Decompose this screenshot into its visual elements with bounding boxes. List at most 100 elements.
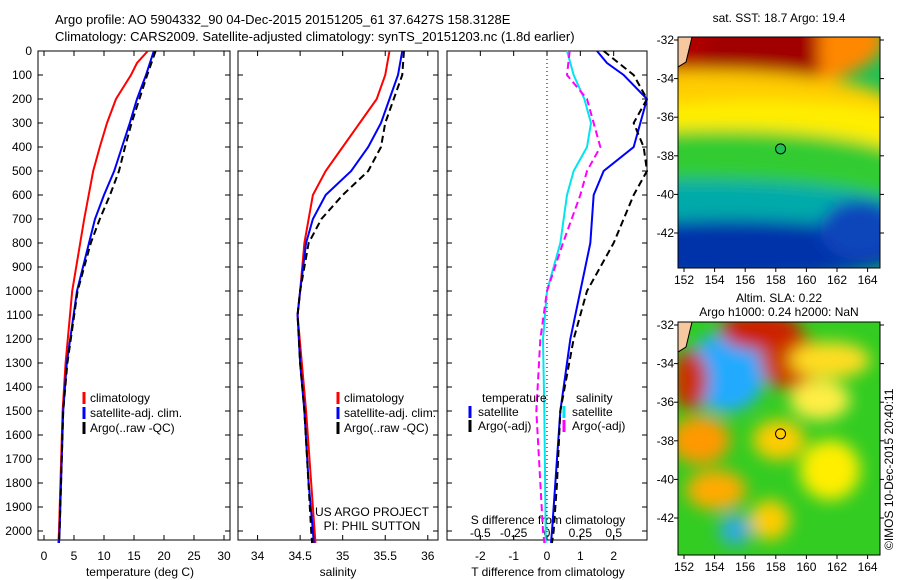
depth-tick-label: 1600 (5, 428, 32, 442)
x-tick-label: 20 (157, 549, 171, 563)
s-tick-label: -0.25 (500, 526, 528, 540)
s-tick-label: 0.5 (605, 526, 622, 540)
tdiff-xlabel: T difference from climatology (471, 565, 625, 579)
legend-group-title: salinity (576, 391, 613, 405)
lat-tick-label: -42 (657, 226, 675, 240)
lon-tick-label: 158 (766, 560, 786, 574)
credit: ©IMOS 10-Dec-2015 20:40:11 (882, 388, 896, 550)
lon-tick-label: 156 (735, 273, 755, 287)
legend-label: Argo(..raw -QC) (344, 421, 429, 435)
x-tick-label: 35.5 (374, 549, 398, 563)
lon-tick-label: 160 (796, 560, 816, 574)
x-tick-label: 25 (187, 549, 201, 563)
lon-tick-label: 160 (796, 273, 816, 287)
map-color-region (790, 380, 850, 420)
lat-tick-label: -32 (657, 33, 675, 47)
depth-tick-label: 0 (25, 44, 32, 58)
project-annotation: US ARGO PROJECT (315, 505, 430, 519)
x-tick-label: 34 (251, 549, 265, 563)
series-satellite-adj-clim- (296, 50, 404, 544)
depth-tick-label: 800 (12, 236, 32, 250)
legend-label: Argo(-adj) (572, 419, 625, 433)
lon-tick-label: 154 (705, 560, 725, 574)
map-blobs (678, 322, 870, 546)
x-tick-label: 2 (610, 549, 617, 563)
lat-tick-label: -34 (657, 357, 675, 371)
map-color-region (750, 500, 790, 540)
legend-label: Argo(..raw -QC) (90, 421, 175, 435)
legend-label: satellite (478, 405, 519, 419)
x-tick-label: 0 (544, 549, 551, 563)
map-color-region (678, 416, 730, 464)
depth-tick-label: 500 (12, 164, 32, 178)
depth-tick-label: 300 (12, 116, 32, 130)
lat-tick-label: -34 (657, 72, 675, 86)
depth-tick-label: 1500 (5, 404, 32, 418)
depth-tick-label: 1800 (5, 476, 32, 490)
lon-tick-label: 164 (858, 560, 878, 574)
depth-tick-label: 1100 (6, 308, 32, 322)
lat-tick-label: -36 (657, 110, 675, 124)
depth-tick-label: 200 (12, 92, 32, 106)
series-climatology (296, 50, 391, 544)
series-salinity-satellite (541, 50, 593, 543)
lon-tick-label: 162 (827, 560, 847, 574)
legend-label: satellite-adj. clim. (344, 406, 436, 420)
series-salinity-argo-adj- (535, 50, 602, 544)
lon-tick-label: 156 (735, 560, 755, 574)
lat-tick-label: -32 (657, 318, 675, 332)
argo-location-marker (775, 143, 787, 155)
map-1-field (678, 322, 880, 555)
map-color-region (686, 470, 746, 510)
map-color-region (800, 440, 860, 500)
title-line-2: Climatology: CARS2009. Satellite-adjuste… (55, 29, 575, 44)
x-tick-label: 34.5 (288, 549, 312, 563)
depth-tick-label: 700 (12, 212, 32, 226)
map-color-region (719, 514, 751, 546)
x-tick-label: 35 (336, 549, 350, 563)
legend-label: Argo(-adj) (478, 419, 531, 433)
s-tick-label: 0 (544, 526, 551, 540)
pi-annotation: PI: PHIL SUTTON (324, 519, 421, 533)
title-line-1: Argo profile: AO 5904332_90 04-Dec-2015 … (55, 12, 511, 27)
lon-tick-label: 152 (674, 273, 694, 287)
x-tick-label: 0 (41, 549, 48, 563)
series-temperature-satellite (550, 50, 649, 544)
depth-tick-label: 900 (12, 260, 32, 274)
series-climatology (57, 50, 149, 544)
map-frame (677, 36, 881, 269)
sal-xlabel: salinity (320, 565, 357, 579)
sst-map-title: sat. SST: 18.7 Argo: 19.4 (713, 11, 846, 25)
panel-frame-1 (237, 50, 439, 541)
x-tick-label: 10 (97, 549, 111, 563)
lat-tick-label: -42 (657, 511, 675, 525)
depth-tick-label: 1700 (5, 452, 32, 466)
lat-tick-label: -40 (657, 472, 675, 486)
lon-tick-label: 162 (827, 273, 847, 287)
map-color-region (790, 342, 870, 378)
panel-frame-0 (37, 50, 231, 541)
sdiff-xlabel: S difference from climatology (471, 513, 626, 527)
x-tick-label: 5 (71, 549, 78, 563)
lat-tick-label: -40 (657, 187, 675, 201)
map-color-region (753, 420, 805, 460)
depth-tick-label: 600 (12, 188, 32, 202)
lon-tick-label: 154 (705, 273, 725, 287)
land-icon (678, 37, 693, 68)
argo-location-marker (775, 428, 787, 440)
temp-xlabel: temperature (deg C) (86, 565, 194, 579)
sla-map-subtitle: Argo h1000: 0.24 h2000: NaN (699, 305, 858, 319)
depth-tick-label: 1400 (5, 380, 32, 394)
x-tick-label: 1 (577, 549, 584, 563)
legend-label: satellite (572, 405, 613, 419)
depth-tick-label: 1000 (5, 284, 32, 298)
x-tick-label: -1 (508, 549, 519, 563)
s-tick-label: 0.25 (569, 526, 593, 540)
depth-tick-label: 1900 (5, 500, 32, 514)
depth-tick-label: 1200 (5, 332, 32, 346)
depth-tick-label: 100 (12, 68, 32, 82)
series-argo-raw-qc- (296, 50, 405, 544)
x-tick-label: 36 (421, 549, 435, 563)
map-color-region (720, 322, 800, 350)
